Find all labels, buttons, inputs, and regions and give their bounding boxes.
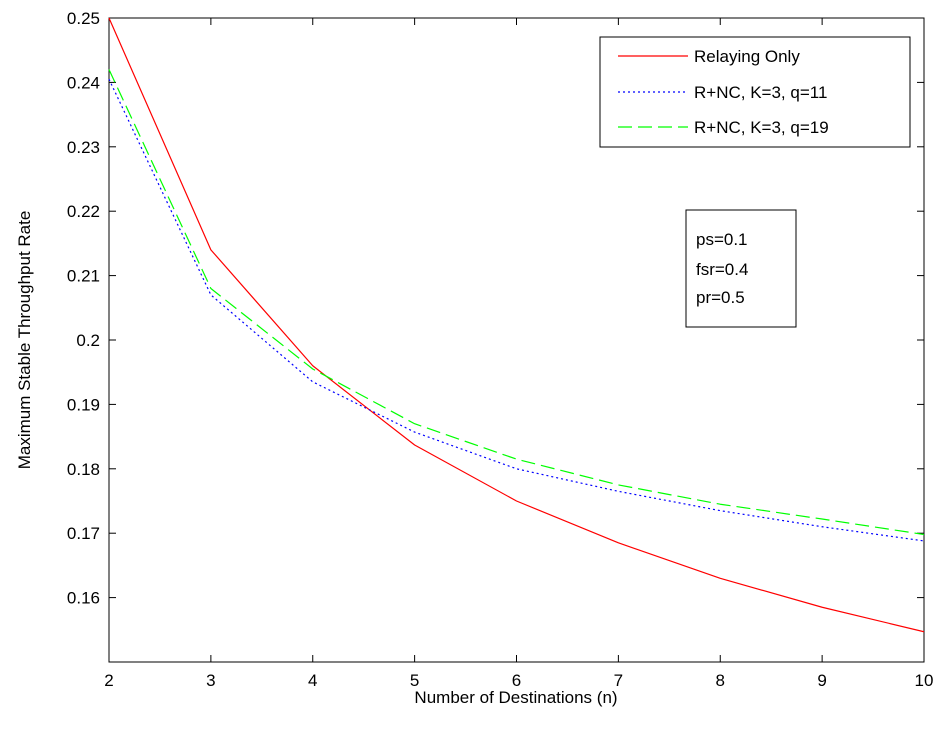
legend-label-relaying-only: Relaying Only [694, 47, 800, 66]
y-tick-label: 0.17 [67, 524, 100, 543]
annotation-box [685, 209, 797, 328]
axis-ticks: 2 3 4 5 6 7 8 9 10 0.16 0.17 0.18 0.19 0.2 0.21 0.22 0.2… [67, 9, 934, 690]
x-tick-label: 8 [716, 671, 725, 690]
series-line-1 [108, 17, 925, 633]
x-tick-label: 10 [915, 671, 934, 690]
x-tick-label: 2 [104, 671, 113, 690]
y-tick-label: 0.19 [67, 395, 100, 414]
parameter-annotation: ps=0.1 fsr=0.4 pr=0.5 [685, 209, 797, 328]
legend-label-q11: R+NC, K=3, q=11 [694, 83, 827, 102]
x-axis-label: Number of Destinations (n) [414, 688, 617, 707]
y-tick-label: 0.22 [67, 202, 100, 221]
y-tick-label: 0.2 [76, 331, 100, 350]
legend: Relaying Only R+NC, K=3, q=11 R+NC, K=3,… [599, 36, 911, 148]
legend-label-q19: R+NC, K=3, q=19 [694, 118, 829, 137]
x-tick-label: 5 [410, 671, 419, 690]
annotation-fsr: fsr=0.4 [696, 260, 748, 279]
legend-box [599, 36, 911, 148]
y-tick-label: 0.25 [67, 9, 100, 28]
y-tick-label: 0.24 [67, 73, 100, 92]
x-tick-label: 7 [614, 671, 623, 690]
y-tick-label: 0.21 [67, 267, 100, 286]
x-tick-label: 4 [308, 671, 317, 690]
series-layer [108, 17, 925, 633]
series-line-3 [108, 69, 925, 536]
y-axis-label: Maximum Stable Throughput Rate [15, 211, 34, 470]
y-tick-label: 0.16 [67, 589, 100, 608]
annotation-ps: ps=0.1 [696, 230, 748, 249]
x-tick-label: 9 [817, 671, 826, 690]
series-line-2 [108, 78, 925, 542]
y-tick-label: 0.18 [67, 460, 100, 479]
x-tick-label: 3 [206, 671, 215, 690]
x-tick-label: 6 [512, 671, 521, 690]
annotation-pr: pr=0.5 [696, 288, 745, 307]
y-tick-label: 0.23 [67, 138, 100, 157]
